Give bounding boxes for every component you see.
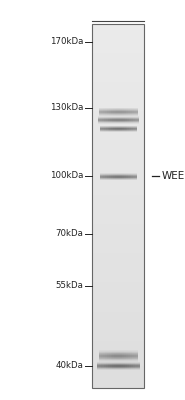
Text: WEE1: WEE1 [162, 171, 185, 181]
Text: 40kDa: 40kDa [55, 362, 83, 370]
Text: 55kDa: 55kDa [55, 282, 83, 290]
Text: 70kDa: 70kDa [55, 230, 83, 238]
Text: 100kDa: 100kDa [50, 172, 83, 180]
Bar [92, 24, 144, 388]
Text: 130kDa: 130kDa [50, 104, 83, 112]
Text: 170kDa: 170kDa [50, 38, 83, 46]
